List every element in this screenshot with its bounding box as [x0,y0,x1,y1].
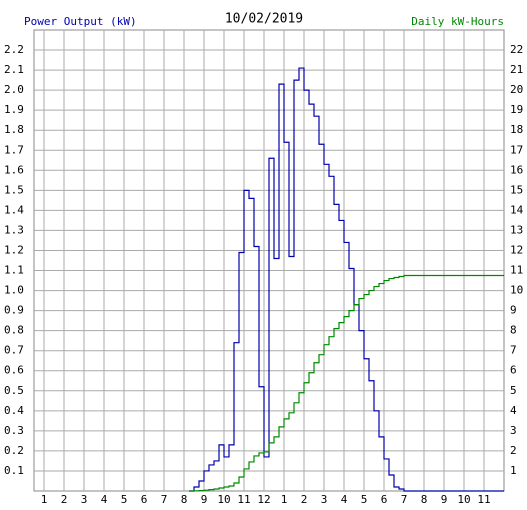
x-tick-label: 12 [257,493,270,506]
x-tick-label: 7 [161,493,168,506]
x-tick-label: 1 [281,493,288,506]
y2-tick-label: 7 [510,344,517,357]
y2-tick-label: 8 [510,324,517,337]
y-tick-label: 1.1 [4,264,24,277]
y2-tick-label: 19 [510,103,523,116]
y-tick-label: 1.7 [4,143,24,156]
y-tick-label: 0.1 [4,464,24,477]
y2-tick-label: 17 [510,143,523,156]
y2-tick-label: 5 [510,384,517,397]
y2-tick-label: 9 [510,304,517,317]
x-tick-label: 8 [181,493,188,506]
chart-title: 10/02/2019 [225,12,303,27]
y-tick-label: 1.3 [4,223,24,236]
x-tick-label: 11 [237,493,250,506]
y2-tick-label: 13 [510,223,523,236]
y2-tick-label: 16 [510,163,523,176]
x-tick-label: 10 [217,493,230,506]
y2-tick-label: 10 [510,284,523,297]
y2-tick-label: 12 [510,243,523,256]
y-tick-label: 1.4 [4,203,24,216]
y2-tick-label: 11 [510,264,523,277]
y-tick-label: 0.8 [4,324,24,337]
x-tick-label: 6 [141,493,148,506]
y2-tick-label: 6 [510,364,517,377]
y-tick-label: 2.1 [4,63,24,76]
y2-tick-label: 18 [510,123,523,136]
x-tick-label: 2 [301,493,308,506]
y2-tick-label: 1 [510,464,517,477]
y-tick-label: 0.6 [4,364,24,377]
y-tick-label: 1.6 [4,163,24,176]
x-tick-label: 2 [61,493,68,506]
plot-frame [33,29,505,492]
x-tick-label: 6 [381,493,388,506]
series-line [189,274,504,492]
y-tick-label: 0.2 [4,444,24,457]
y2-tick-label: 4 [510,404,517,417]
y2-tick-label: 3 [510,424,517,437]
series-line [189,67,504,492]
x-tick-label: 5 [121,493,128,506]
y-tick-label: 0.9 [4,304,24,317]
y-tick-label: 0.5 [4,384,24,397]
x-tick-label: 9 [201,493,208,506]
y2-tick-label: 21 [510,63,523,76]
y-tick-label: 1.0 [4,284,24,297]
y-tick-label: 0.7 [4,344,24,357]
x-tick-label: 8 [421,493,428,506]
y-tick-label: 2.0 [4,83,24,96]
x-tick-label: 9 [441,493,448,506]
x-tick-label: 3 [321,493,328,506]
y-axis-label: Power Output (kW) [24,15,137,28]
y-tick-label: 1.5 [4,183,24,196]
y-tick-label: 0.4 [4,404,24,417]
x-tick-label: 5 [361,493,368,506]
x-tick-label: 4 [101,493,108,506]
y-tick-label: 1.9 [4,103,24,116]
y-tick-label: 0.3 [4,424,24,437]
x-tick-label: 11 [477,493,490,506]
y2-tick-label: 15 [510,183,523,196]
y-tick-label: 2.2 [4,43,24,56]
y2-tick-label: 14 [510,203,524,216]
x-tick-label: 7 [401,493,408,506]
y-tick-label: 1.8 [4,123,24,136]
y2-tick-label: 2 [510,444,517,457]
y2-tick-label: 22 [510,43,523,56]
x-tick-label: 10 [457,493,470,506]
y2-axis-label: Daily kW-Hours [411,15,504,28]
x-tick-label: 1 [41,493,48,506]
y2-tick-label: 20 [510,83,523,96]
y-tick-label: 1.2 [4,243,24,256]
x-tick-label: 4 [341,493,348,506]
x-tick-label: 3 [81,493,88,506]
